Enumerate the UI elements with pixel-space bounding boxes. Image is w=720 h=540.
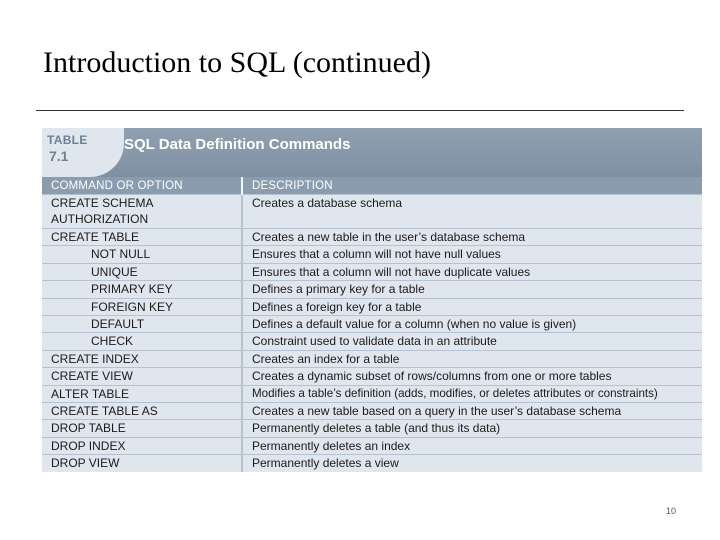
table-row: CHECK Constraint used to validate data i… bbox=[42, 332, 702, 351]
commands-grid: COMMAND OR OPTION DESCRIPTION CREATE SCH… bbox=[42, 177, 702, 472]
option-cell: FOREIGN KEY bbox=[42, 297, 243, 316]
command-cell: CREATE SCHEMA AUTHORIZATION bbox=[42, 194, 243, 229]
description-cell: Creates an index for a table bbox=[242, 349, 702, 368]
page-number: 10 bbox=[666, 506, 677, 516]
column-header-command: COMMAND OR OPTION bbox=[42, 177, 243, 195]
description-cell: Defines a default value for a column (wh… bbox=[242, 315, 702, 333]
description-cell: Ensures that a column will not have dupl… bbox=[242, 262, 702, 281]
title-divider bbox=[36, 110, 684, 111]
description-cell: Ensures that a column will not have null… bbox=[242, 245, 702, 264]
table-row: DEFAULT Defines a default value for a co… bbox=[42, 315, 702, 333]
description-cell: Constraint used to validate data in an a… bbox=[242, 332, 702, 351]
table-row: PRIMARY KEY Defines a primary key for a … bbox=[42, 280, 702, 299]
table-tag-number: 7.1 bbox=[49, 148, 69, 164]
description-cell: Permanently deletes an index bbox=[242, 436, 702, 455]
command-cell: DROP TABLE bbox=[42, 419, 243, 438]
table-row: DROP TABLE Permanently deletes a table (… bbox=[42, 419, 702, 438]
slide-title: Introduction to SQL (continued) bbox=[43, 46, 431, 79]
table-row: DROP VIEW Permanently deletes a view bbox=[42, 454, 702, 472]
table-row: CREATE VIEW Creates a dynamic subset of … bbox=[42, 367, 702, 386]
option-cell: PRIMARY KEY bbox=[42, 280, 243, 299]
column-header-row: COMMAND OR OPTION DESCRIPTION bbox=[42, 177, 702, 195]
table-row: NOT NULL Ensures that a column will not … bbox=[42, 245, 702, 264]
description-cell: Creates a new table based on a query in … bbox=[242, 402, 702, 420]
description-cell: Defines a primary key for a table bbox=[242, 280, 702, 299]
command-cell: CREATE VIEW bbox=[42, 367, 243, 386]
option-cell: NOT NULL bbox=[42, 245, 243, 264]
option-cell: UNIQUE bbox=[42, 262, 243, 281]
table-caption: SQL Data Definition Commands bbox=[124, 136, 351, 153]
column-header-description: DESCRIPTION bbox=[242, 177, 702, 195]
table-tag-word: TABLE bbox=[47, 133, 88, 147]
table-row: CREATE INDEX Creates an index for a tabl… bbox=[42, 349, 702, 368]
option-cell: CHECK bbox=[42, 332, 243, 351]
description-cell: Modifies a table’s definition (adds, mod… bbox=[242, 384, 702, 403]
command-cell: CREATE TABLE bbox=[42, 227, 243, 246]
description-cell: Creates a new table in the user’s databa… bbox=[242, 227, 702, 246]
table-row: CREATE TABLE Creates a new table in the … bbox=[42, 227, 702, 246]
option-cell: DEFAULT bbox=[42, 315, 243, 333]
description-cell: Permanently deletes a view bbox=[242, 454, 702, 472]
command-cell: CREATE INDEX bbox=[42, 349, 243, 368]
command-cell: DROP VIEW bbox=[42, 454, 243, 472]
sql-ddl-table: TABLE 7.1 SQL Data Definition Commands C… bbox=[42, 128, 702, 472]
table-row: UNIQUE Ensures that a column will not ha… bbox=[42, 262, 702, 281]
table-number-tag: TABLE 7.1 bbox=[42, 128, 124, 177]
table-row: FOREIGN KEY Defines a foreign key for a … bbox=[42, 297, 702, 316]
command-cell: DROP INDEX bbox=[42, 436, 243, 455]
table-header-band: TABLE 7.1 SQL Data Definition Commands bbox=[42, 128, 702, 177]
command-cell: CREATE TABLE AS bbox=[42, 402, 243, 420]
description-cell: Defines a foreign key for a table bbox=[242, 297, 702, 316]
description-cell: Permanently deletes a table (and thus it… bbox=[242, 419, 702, 438]
table-row: CREATE TABLE AS Creates a new table base… bbox=[42, 402, 702, 420]
command-cell: ALTER TABLE bbox=[42, 384, 243, 403]
table-row: CREATE SCHEMA AUTHORIZATION Creates a da… bbox=[42, 194, 702, 229]
description-cell: Creates a dynamic subset of rows/columns… bbox=[242, 367, 702, 386]
description-cell: Creates a database schema bbox=[242, 194, 702, 229]
table-row: ALTER TABLE Modifies a table’s definitio… bbox=[42, 384, 702, 403]
table-row: DROP INDEX Permanently deletes an index bbox=[42, 436, 702, 455]
